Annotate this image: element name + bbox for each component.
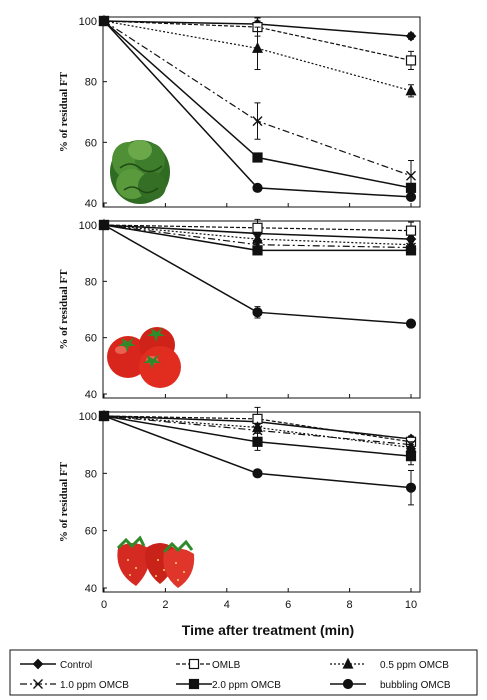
y-tick-label: 100 xyxy=(79,411,97,423)
x-tick-label: 2 xyxy=(162,599,168,611)
series-bubbling-omcb xyxy=(98,15,417,203)
data-point xyxy=(252,41,263,53)
legend-label: 1.0 ppm OMCB xyxy=(60,680,129,691)
y-tick-label: 60 xyxy=(85,333,97,345)
chart-panel-lettuce: 40 60 80 100 % of residual FT xyxy=(58,14,421,210)
legend-entry-0-5-ppm-omcb: 0.5 ppm OMCB xyxy=(330,657,449,671)
legend: Control OMLB 0.5 ppm OMCB 1.0 ppm OMCB 2.0 p… xyxy=(9,649,478,696)
legend-label: bubbling OMCB xyxy=(380,680,451,691)
data-point xyxy=(98,410,110,422)
data-point xyxy=(252,116,263,127)
data-point xyxy=(406,170,416,181)
legend-entry-control: Control xyxy=(20,658,92,671)
legend-entry-bubbling-omcb: bubbling OMCB xyxy=(330,678,451,691)
y-axis-label: % of residual FT xyxy=(58,269,70,350)
data-point xyxy=(98,219,110,231)
series-line xyxy=(103,224,412,246)
data-point xyxy=(405,482,417,493)
data-point xyxy=(405,55,417,66)
plot-frame xyxy=(102,411,421,593)
legend-box xyxy=(9,649,478,696)
y-axis-label: % of residual FT xyxy=(58,461,70,542)
chart-panel-strawberry: 40 60 80 100 0 2 4 6 8 10 % of residual FT xyxy=(58,406,421,611)
y-tick-label: 40 xyxy=(85,583,97,595)
data-point xyxy=(252,468,263,479)
y-tick-label: 40 xyxy=(85,198,97,210)
legend-entry-1-0-ppm-omcb: 1.0 ppm OMCB xyxy=(20,679,129,691)
chart-panel-tomato: 40 60 80 100 % of residual FT xyxy=(58,218,421,401)
legend-marker xyxy=(188,678,200,690)
y-tick-label: 40 xyxy=(85,389,97,401)
data-point xyxy=(252,436,263,447)
x-tick-label: 6 xyxy=(285,599,291,611)
data-point xyxy=(252,222,263,233)
y-tick-label: 100 xyxy=(79,220,97,232)
y-axis-label: % of residual FT xyxy=(58,71,70,152)
legend-label: Control xyxy=(60,660,92,671)
tomato-icon xyxy=(107,327,181,388)
legend-marker xyxy=(342,678,354,690)
data-point xyxy=(405,245,417,256)
x-tick-label: 4 xyxy=(224,599,230,611)
strawberry-icon xyxy=(116,535,195,588)
data-point xyxy=(405,225,417,236)
y-tick-label: 80 xyxy=(85,77,97,89)
y-tick-label: 60 xyxy=(85,137,97,149)
data-point xyxy=(405,318,417,329)
legend-label: OMLB xyxy=(212,660,241,671)
y-tick-label: 60 xyxy=(85,526,97,538)
data-point xyxy=(405,182,417,193)
x-tick-label: 0 xyxy=(101,599,107,611)
data-point xyxy=(405,84,417,96)
data-point xyxy=(252,307,263,318)
x-axis-label: Time after treatment (min) xyxy=(182,622,354,638)
data-point xyxy=(405,30,417,42)
legend-label: 0.5 ppm OMCB xyxy=(380,660,449,671)
plot-frame xyxy=(102,16,421,208)
data-point xyxy=(405,191,417,203)
y-tick-label: 80 xyxy=(85,468,97,480)
x-tick-label: 8 xyxy=(347,599,353,611)
legend-label: 2.0 ppm OMCB xyxy=(212,680,281,691)
data-point xyxy=(98,15,110,27)
y-tick-label: 80 xyxy=(85,276,97,288)
series-0-5-ppm-omcb xyxy=(98,14,417,98)
x-tick-label: 10 xyxy=(405,599,417,611)
data-point xyxy=(252,245,263,256)
plot-frame xyxy=(102,220,421,399)
legend-marker xyxy=(342,657,354,669)
legend-entry-omlb: OMLB xyxy=(176,658,241,671)
legend-marker xyxy=(33,679,43,689)
y-tick-label: 100 xyxy=(79,16,97,28)
legend-marker xyxy=(188,658,200,670)
data-point xyxy=(252,152,263,163)
legend-marker xyxy=(32,658,44,670)
data-point xyxy=(252,182,263,193)
data-point xyxy=(405,451,417,462)
series-bubbling-omcb xyxy=(98,410,417,506)
lettuce-icon xyxy=(110,140,170,204)
series-bubbling-omcb xyxy=(98,219,417,329)
legend-entry-2-0-ppm-omcb: 2.0 ppm OMCB xyxy=(176,678,281,691)
